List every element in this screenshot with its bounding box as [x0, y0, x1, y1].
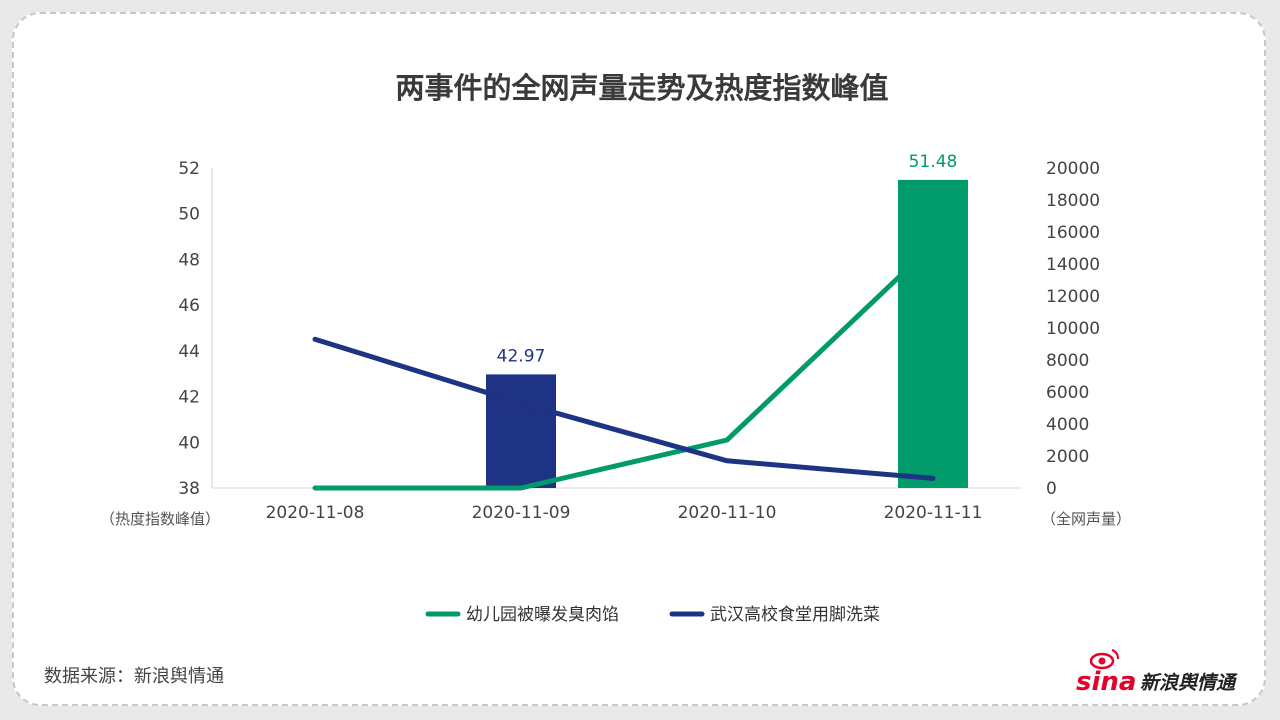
right-tick-label: 10000 [1046, 319, 1100, 339]
left-tick-label: 46 [178, 296, 200, 316]
right-tick-label: 2000 [1046, 447, 1089, 467]
right-tick-label: 8000 [1046, 351, 1089, 371]
bar-2020-11-11 [898, 179, 968, 488]
left-tick-label: 40 [178, 433, 200, 453]
x-tick-label: 2020-11-10 [678, 503, 777, 523]
right-tick-label: 12000 [1046, 287, 1100, 307]
brand-name: 新浪舆情通 [1140, 672, 1238, 694]
left-axis-label: （热度指数峰值） [100, 510, 220, 528]
right-axis-ticks: 0 2000 4000 6000 8000 10000 12000 14000 16000 180… [1046, 159, 1100, 499]
right-tick-label: 4000 [1046, 415, 1089, 435]
right-tick-label: 14000 [1046, 255, 1100, 275]
left-tick-label: 48 [178, 250, 200, 270]
series-line-2 [312, 336, 936, 481]
left-axis-ticks: 38 40 42 44 46 48 50 52 [178, 159, 200, 499]
x-axis-ticks: 2020-11-08 2020-11-09 2020-11-10 2020-11-11 [266, 503, 983, 523]
series-line-1 [312, 242, 936, 491]
chart-card: 两事件的全网声量走势及热度指数峰值 38 40 42 44 46 48 50 52 0 2000… [12, 12, 1266, 706]
left-tick-label: 50 [178, 205, 200, 225]
bar-data-label: 51.48 [909, 152, 958, 172]
right-tick-label: 16000 [1046, 223, 1100, 243]
sina-wordmark: sina [1076, 667, 1136, 697]
right-tick-label: 18000 [1046, 191, 1100, 211]
chart-title: 两事件的全网声量走势及热度指数峰值 [395, 71, 888, 105]
right-tick-label: 20000 [1046, 159, 1100, 179]
bar-data-label: 42.97 [497, 346, 546, 366]
legend: 幼儿园被曝发臭肉馅 武汉高校食堂用脚洗菜 [425, 605, 880, 625]
left-tick-label: 44 [178, 342, 200, 362]
right-tick-label: 6000 [1046, 383, 1089, 403]
data-source-note: 数据来源：新浪舆情通 [44, 666, 224, 687]
right-tick-label: 0 [1046, 479, 1057, 499]
right-axis-label: （全网声量） [1041, 510, 1131, 528]
bar-2020-11-09 [486, 374, 556, 488]
left-tick-label: 52 [178, 159, 200, 179]
left-tick-label: 42 [178, 388, 200, 408]
sina-eye-icon [1089, 649, 1119, 670]
lines-group [312, 242, 936, 491]
x-tick-label: 2020-11-09 [472, 503, 571, 523]
chart-canvas: 两事件的全网声量走势及热度指数峰值 38 40 42 44 46 48 50 52 0 2000… [44, 71, 1238, 697]
x-tick-label: 2020-11-08 [266, 503, 365, 523]
sina-logo: sina 新浪舆情通 [1076, 649, 1238, 697]
legend-label-series-1: 幼儿园被曝发臭肉馅 [466, 605, 619, 625]
left-tick-label: 38 [178, 479, 200, 499]
legend-label-series-2: 武汉高校食堂用脚洗菜 [710, 605, 880, 625]
x-tick-label: 2020-11-11 [884, 503, 983, 523]
